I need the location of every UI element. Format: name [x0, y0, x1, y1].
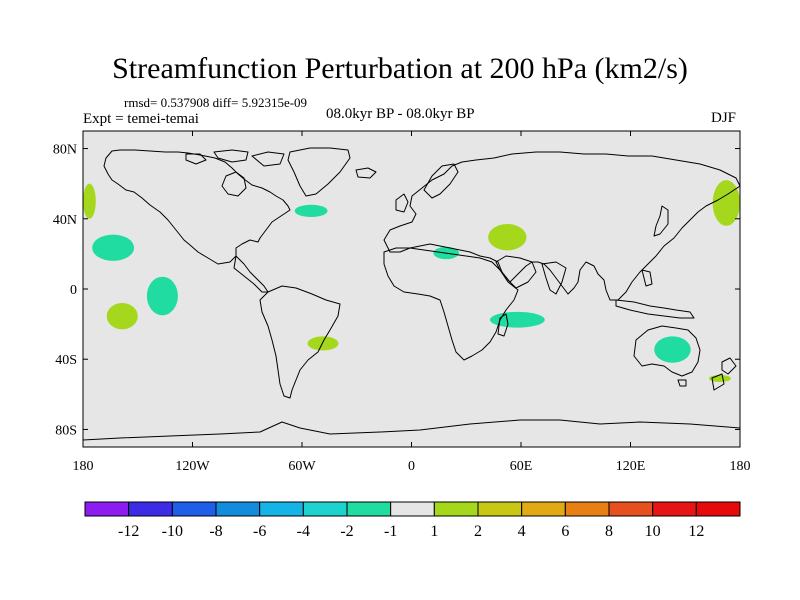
colorbar-swatch [259, 501, 304, 517]
lat-tick-label: 40S [55, 353, 77, 368]
anomaly-arabia [488, 224, 527, 251]
anomaly-pac-20s [106, 303, 138, 330]
colorbar [84, 501, 741, 517]
colorbar-label: -8 [209, 523, 222, 540]
lon-tick-label: 180 [73, 459, 94, 474]
colorbar-label: 8 [605, 523, 613, 540]
colorbar-label: 12 [688, 523, 704, 540]
axis-ticks [82, 131, 741, 447]
colorbar-label: -2 [340, 523, 353, 540]
season-label: DJF [711, 110, 737, 126]
colorbar-label: 6 [561, 523, 569, 540]
lon-tick-label: 60E [510, 459, 533, 474]
anomaly-npac-e-edge [712, 180, 740, 226]
colorbar-label: 1 [430, 523, 438, 540]
anomaly-australia [654, 336, 691, 363]
colorbar-swatch [215, 501, 261, 517]
colorbar-swatch [390, 501, 435, 517]
colorbar-label: -6 [253, 523, 266, 540]
lat-tick-label: 80N [53, 143, 77, 158]
colorbar-swatch [564, 501, 610, 517]
colorbar-label: 2 [474, 523, 482, 540]
anomaly-natl [294, 204, 328, 218]
lat-tick-label: 0 [70, 283, 77, 298]
colorbar-swatch [695, 501, 741, 517]
colorbar-label: -10 [162, 523, 183, 540]
colorbar-swatch [608, 501, 654, 517]
lon-tick-label: 120W [175, 459, 210, 474]
colorbar-swatch [433, 501, 479, 517]
colorbar-label: -1 [384, 523, 397, 540]
anomaly-pac-eq [146, 276, 178, 316]
colorbar-label: -4 [297, 523, 310, 540]
colorbar-labels: -12 -10 -8 -6 -4 -2 -1 1 2 4 6 8 10 12 [118, 523, 704, 540]
lat-tick-label: 80S [55, 423, 77, 438]
lon-tick-label: 0 [408, 459, 415, 474]
lat-tick-label: 40N [53, 213, 77, 228]
stats-text: rmsd= 0.537908 diff= 5.92315e-09 [124, 95, 308, 110]
anomaly-layer [83, 180, 740, 383]
lon-tick-label: 180 [730, 459, 751, 474]
chart-title: Streamfunction Perturbation at 200 hPa (… [112, 52, 688, 85]
coastlines [83, 147, 740, 441]
map-background [83, 131, 740, 447]
colorbar-swatch [302, 501, 348, 517]
anomaly-sam [307, 336, 339, 351]
colorbar-label: 4 [518, 523, 526, 540]
period-label: 08.0kyr BP - 08.0kyr BP [326, 106, 475, 122]
anomaly-npac-w-edge [83, 183, 96, 219]
colorbar-swatch [84, 501, 130, 517]
lon-tick-label: 60W [288, 459, 316, 474]
colorbar-label: -12 [118, 523, 139, 540]
colorbar-swatch [171, 501, 217, 517]
colorbar-label: 10 [645, 523, 661, 540]
colorbar-swatch [346, 501, 392, 517]
anomaly-pac-20n [92, 234, 135, 261]
colorbar-swatch [652, 501, 697, 517]
lon-tick-label: 120E [616, 459, 646, 474]
colorbar-swatch [128, 501, 173, 517]
colorbar-swatch [477, 501, 523, 517]
colorbar-swatch [521, 501, 566, 517]
experiment-label: Expt = temei-temai [83, 111, 199, 127]
